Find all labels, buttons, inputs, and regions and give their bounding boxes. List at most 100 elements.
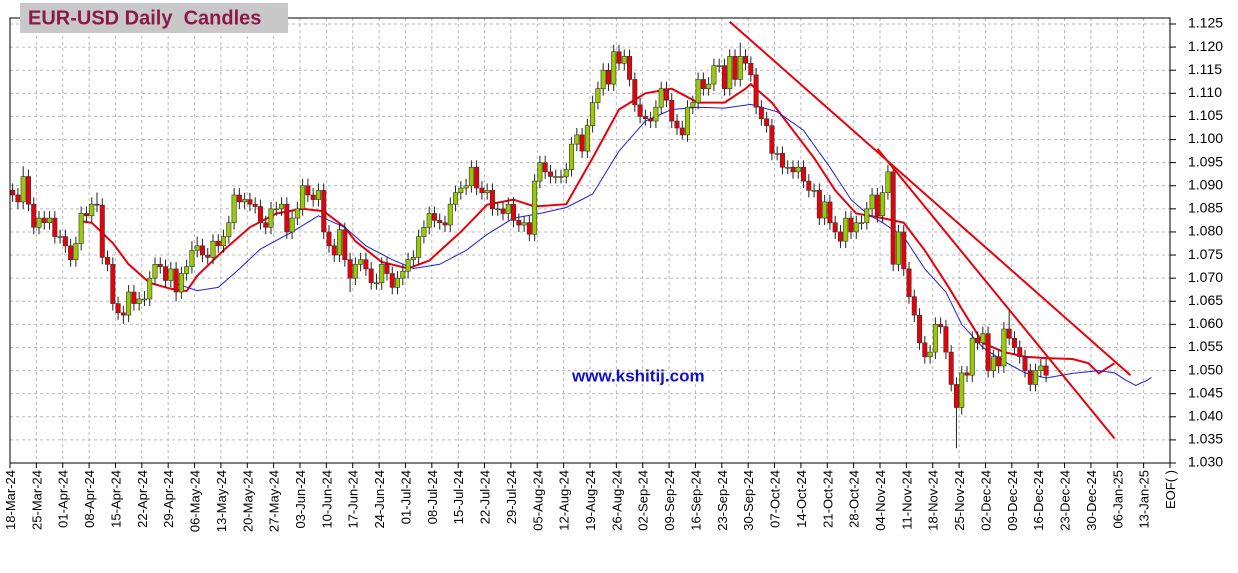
candle-body <box>779 153 785 168</box>
candle-body <box>189 250 195 267</box>
candle-body <box>1022 356 1028 371</box>
candle-body <box>574 134 580 145</box>
y-tick-label: 1.075 <box>1188 246 1223 262</box>
candle-body <box>300 185 306 210</box>
candle-body <box>679 127 685 136</box>
x-tick-label: 06-Jan-25 <box>1110 470 1125 529</box>
candle-body <box>584 125 590 152</box>
candle-body <box>279 203 285 210</box>
candle-body <box>637 104 643 117</box>
candle-body <box>373 282 379 285</box>
candle-body <box>147 277 153 300</box>
candle-body <box>874 194 880 217</box>
x-tick-label: 30-Dec-24 <box>1084 470 1099 531</box>
candle-body <box>553 176 559 178</box>
candle-body <box>215 240 221 247</box>
candle-body <box>547 171 553 177</box>
candle-body <box>769 125 775 154</box>
candle-body <box>210 240 216 258</box>
candle-body <box>632 79 638 106</box>
candle-body <box>516 220 522 226</box>
y-tick-label: 1.120 <box>1188 38 1223 54</box>
candle-body <box>526 222 532 235</box>
candle-body <box>337 229 343 256</box>
candle-body <box>252 203 258 207</box>
x-tick-label: 15-Jul-24 <box>451 470 466 524</box>
candle-body <box>495 208 501 211</box>
candle-body <box>152 263 158 279</box>
candle-body <box>737 56 743 80</box>
candle-body <box>294 208 300 219</box>
x-tick-label: 01-Jul-24 <box>398 470 413 524</box>
x-tick-label: 23-Sep-24 <box>715 470 730 531</box>
candle-body <box>816 190 822 219</box>
y-tick-label: 1.115 <box>1188 61 1222 77</box>
candle-body <box>484 190 490 193</box>
candle-body <box>764 118 770 126</box>
candle-body <box>753 74 759 108</box>
x-tick-label: EOF( ) <box>1163 470 1178 509</box>
candle-body <box>700 79 706 89</box>
x-tick-label: 02-Sep-24 <box>636 470 651 531</box>
candle-body <box>52 217 58 237</box>
candle-body <box>711 65 717 85</box>
candle-body <box>273 208 279 211</box>
candle-body <box>853 222 859 233</box>
candle-body <box>247 199 253 205</box>
candle-body <box>579 134 585 152</box>
candle-body <box>627 56 633 80</box>
candle-body <box>416 236 422 258</box>
candle-body <box>537 162 543 182</box>
candle-body <box>542 162 548 173</box>
x-tick-label: 07-Oct-24 <box>768 470 783 528</box>
x-tick-label: 12-Aug-24 <box>557 470 572 531</box>
moving-average <box>175 103 1152 386</box>
candle-body <box>642 116 648 120</box>
candle-body <box>653 106 659 122</box>
candle-body <box>110 263 116 304</box>
candle-body <box>695 79 701 103</box>
candle-body <box>521 222 527 226</box>
candle-body <box>716 65 722 67</box>
x-tick-label: 25-Mar-24 <box>29 470 44 530</box>
candle-body <box>36 217 42 228</box>
candle-body <box>431 213 437 221</box>
candle-body <box>806 180 812 191</box>
candle-body <box>94 203 100 206</box>
x-tick-label: 17-Jun-24 <box>346 470 361 529</box>
candle-body <box>980 333 986 344</box>
candle-body <box>20 176 26 203</box>
candle-body <box>605 69 611 85</box>
candle-body <box>99 204 105 258</box>
x-tick-label: 26-Aug-24 <box>609 470 624 531</box>
candle-body <box>690 102 696 108</box>
candle-body <box>885 171 891 193</box>
y-tick-label: 1.100 <box>1188 130 1223 146</box>
candle-body <box>78 213 84 244</box>
candle-body <box>474 166 480 189</box>
y-tick-label: 1.065 <box>1188 292 1223 308</box>
x-tick-label: 29-Jul-24 <box>504 470 519 524</box>
candle-body <box>305 185 311 196</box>
x-tick-label: 20-May-24 <box>240 470 255 532</box>
candle-body <box>489 190 495 210</box>
candle-body <box>405 259 411 272</box>
x-tick-label: 28-Oct-24 <box>847 470 862 528</box>
candle-body <box>25 176 31 205</box>
candle-body <box>975 337 981 344</box>
candle-body <box>917 314 923 344</box>
candle-body <box>880 192 886 217</box>
x-tick-label: 27-May-24 <box>267 470 282 532</box>
x-tick-label: 13-May-24 <box>214 470 229 532</box>
candle-body <box>648 118 654 122</box>
candle-body <box>801 166 807 182</box>
candle-body <box>1011 337 1017 348</box>
candle-body <box>927 351 933 358</box>
y-tick-label: 1.095 <box>1188 153 1223 169</box>
candle-body <box>727 56 733 89</box>
candle-body <box>310 194 316 200</box>
candle-body <box>500 208 506 214</box>
y-tick-label: 1.105 <box>1188 107 1223 123</box>
x-tick-label: 29-Apr-24 <box>161 470 176 528</box>
